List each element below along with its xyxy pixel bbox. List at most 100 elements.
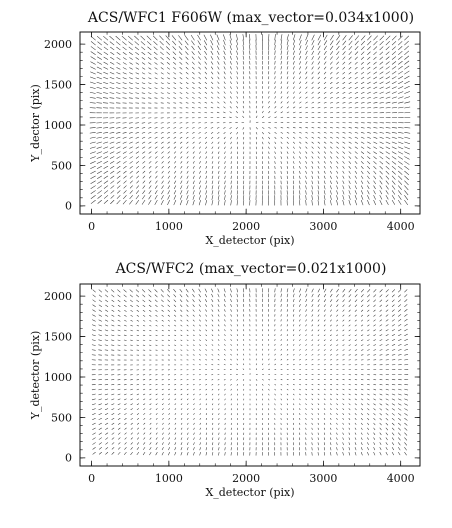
distortion-vector — [122, 52, 127, 55]
distortion-vector — [280, 141, 283, 144]
distortion-vector — [217, 309, 220, 312]
distortion-vector — [111, 393, 115, 396]
distortion-vector — [143, 393, 146, 396]
distortion-vector — [142, 195, 146, 200]
distortion-vector — [90, 195, 96, 199]
distortion-vector — [367, 102, 372, 104]
distortion-vector — [162, 403, 164, 406]
distortion-vector — [299, 349, 301, 351]
distortion-vector — [360, 329, 364, 332]
distortion-vector — [336, 427, 338, 430]
distortion-vector — [360, 299, 364, 303]
distortion-vector — [174, 422, 177, 425]
distortion-vector — [149, 393, 152, 396]
distortion-vector — [373, 304, 376, 307]
distortion-vector — [205, 166, 208, 169]
distortion-vector — [122, 132, 127, 134]
distortion-vector — [179, 56, 183, 60]
distortion-vector — [142, 190, 146, 194]
distortion-vector — [152, 35, 158, 41]
distortion-vector — [342, 161, 345, 164]
distortion-vector — [317, 61, 321, 65]
distortion-vector — [186, 384, 189, 386]
distortion-vector — [373, 41, 378, 46]
distortion-vector — [128, 127, 133, 129]
distortion-vector — [199, 151, 201, 154]
distortion-vector — [262, 379, 264, 381]
distortion-vector — [141, 122, 146, 124]
distortion-vector — [205, 408, 208, 411]
distortion-vector — [280, 71, 282, 75]
distortion-vector — [111, 294, 115, 298]
distortion-vector — [198, 66, 201, 70]
distortion-vector — [160, 294, 164, 298]
distortion-vector — [317, 288, 320, 293]
distortion-vector — [162, 437, 164, 440]
distortion-vector — [187, 408, 189, 410]
distortion-vector — [354, 294, 358, 298]
distortion-vector — [130, 388, 133, 391]
distortion-vector — [373, 76, 378, 80]
distortion-vector — [305, 45, 308, 51]
distortion-vector — [199, 170, 201, 174]
distortion-vector — [92, 413, 96, 416]
distortion-vector — [199, 166, 201, 169]
distortion-vector — [292, 354, 295, 356]
distortion-vector — [103, 51, 109, 55]
distortion-vector — [336, 97, 340, 99]
distortion-vector — [186, 195, 189, 200]
distortion-vector — [205, 146, 208, 149]
distortion-vector — [192, 71, 195, 75]
distortion-vector — [141, 199, 146, 205]
distortion-vector — [305, 180, 307, 185]
distortion-vector — [348, 161, 351, 164]
distortion-vector — [274, 156, 276, 159]
distortion-vector — [129, 136, 133, 139]
distortion-vector — [255, 132, 258, 135]
distortion-vector — [379, 127, 384, 129]
distortion-vector — [311, 319, 314, 322]
distortion-vector — [124, 432, 127, 435]
distortion-vector — [179, 299, 183, 303]
distortion-vector — [223, 66, 226, 70]
distortion-vector — [91, 339, 96, 341]
distortion-vector — [155, 447, 158, 451]
distortion-vector — [230, 348, 232, 351]
distortion-vector — [391, 339, 396, 341]
distortion-vector — [198, 136, 201, 139]
distortion-vector — [360, 190, 364, 195]
distortion-vector — [292, 166, 295, 169]
distortion-vector — [124, 422, 127, 425]
distortion-vector — [154, 141, 158, 144]
distortion-vector — [330, 146, 333, 149]
distortion-vector — [103, 87, 109, 89]
distortion-vector — [180, 344, 183, 346]
distortion-vector — [354, 418, 357, 420]
distortion-vector — [336, 180, 339, 184]
distortion-vector — [373, 437, 376, 440]
distortion-vector — [323, 442, 326, 446]
distortion-vector — [379, 329, 383, 332]
distortion-vector — [336, 334, 339, 337]
distortion-vector — [367, 422, 370, 426]
distortion-vector — [217, 66, 220, 70]
distortion-vector — [140, 41, 146, 46]
distortion-vector — [242, 100, 245, 104]
distortion-vector — [129, 62, 133, 65]
distortion-vector — [391, 141, 397, 144]
distortion-vector — [323, 156, 326, 159]
distortion-vector — [142, 146, 146, 149]
distortion-vector — [148, 72, 152, 75]
distortion-vector — [342, 451, 344, 456]
distortion-vector — [199, 427, 201, 430]
distortion-vector — [299, 132, 302, 134]
plot-1-xtick-label: 2000 — [232, 220, 260, 233]
distortion-vector — [323, 422, 326, 425]
distortion-vector — [210, 61, 214, 65]
distortion-vector — [148, 136, 152, 139]
distortion-vector — [143, 432, 146, 435]
distortion-vector — [109, 35, 115, 41]
distortion-vector — [111, 299, 115, 303]
distortion-vector — [274, 384, 277, 386]
distortion-vector — [129, 87, 133, 89]
